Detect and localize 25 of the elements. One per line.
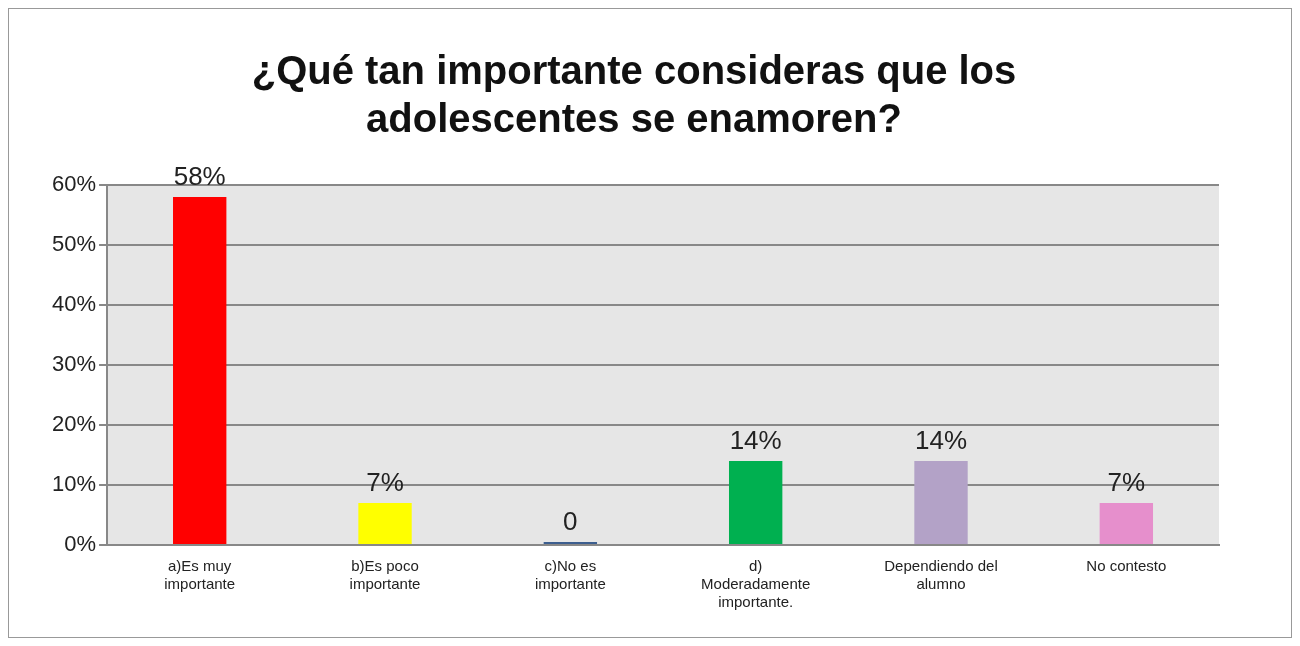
x-tick-label: c)No es importante (534, 557, 606, 593)
y-tick-label: 10% (51, 471, 97, 497)
bar (358, 503, 412, 544)
bar (1099, 503, 1154, 544)
bar (914, 461, 968, 544)
data-label: 7% (1107, 467, 1146, 498)
y-tick-label: 50% (51, 231, 97, 257)
bar (728, 461, 783, 544)
x-tick-label: Dependiendo del alumno (884, 557, 998, 593)
x-tick-label: d) Moderadamente importante. (701, 557, 811, 611)
data-label: 14% (729, 425, 782, 456)
data-label: 14% (914, 425, 968, 456)
data-label: 7% (366, 467, 404, 498)
y-tick-label: 0% (64, 531, 97, 557)
chart-title: ¿Qué tan importante consideras que los adolescentes se enamoren? (251, 48, 1017, 141)
data-label: 0 (563, 506, 578, 537)
y-tick-label: 20% (51, 411, 97, 437)
x-tick-label: b)Es poco importante (349, 557, 421, 593)
x-tick-label: a)Es muy importante (164, 557, 236, 593)
y-tick-label: 60% (51, 171, 97, 197)
y-tick-label: 30% (51, 351, 97, 377)
y-tick-label: 40% (51, 291, 97, 317)
data-label: 58% (173, 161, 226, 192)
x-tick-label: No contesto (1086, 557, 1167, 575)
bar (173, 197, 227, 544)
